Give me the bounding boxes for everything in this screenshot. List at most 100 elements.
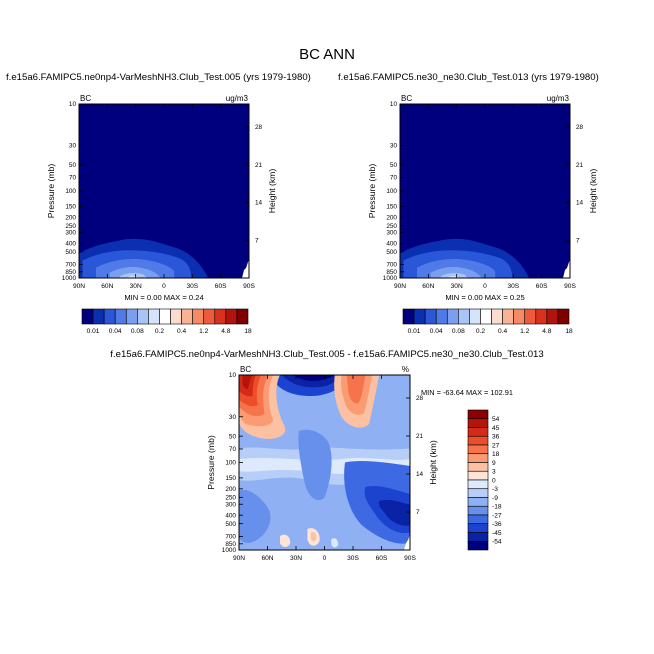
y-tick-label: 250 bbox=[386, 223, 397, 230]
y-tick-label: 850 bbox=[225, 541, 236, 548]
colorbar-label: 45 bbox=[492, 425, 500, 432]
x-tick-label: 60N bbox=[422, 283, 434, 290]
colorbar-label: 1.2 bbox=[520, 328, 529, 335]
panel-0-colorbar: 0.01 0.04 0.08 0.2 0.4 1.2 4.8 18 MIN = 0.00 MAX… bbox=[81, 293, 252, 335]
colorbar-cell bbox=[467, 444, 489, 455]
y-tick-label: 70 bbox=[390, 175, 398, 182]
colorbar-cell bbox=[467, 514, 489, 525]
colorbar-cell bbox=[467, 505, 489, 516]
y-tick-label: 30 bbox=[229, 414, 237, 421]
contour-band-15 bbox=[242, 375, 253, 389]
panel-1-axes: 90N 60N 30N 0 30S 60S 90S 10 30 50 70 100 150 200 2503… bbox=[367, 94, 598, 290]
colorbar-label: 18 bbox=[244, 328, 252, 335]
colorbar-label: 0.01 bbox=[87, 328, 100, 335]
y2-tick-label: 28 bbox=[576, 124, 584, 131]
colorbar-cell bbox=[81, 308, 94, 325]
panel-b-title: f.e15a6.FAMIPC5.ne30_ne30.Club_Test.013 … bbox=[338, 72, 599, 83]
y-tick-label: 850 bbox=[65, 269, 76, 276]
y-tick-label: 1000 bbox=[62, 275, 77, 282]
panel-2-axes: 90N 60N 30N 0 30S 60S 90S 10 30 50 70 100 150 200 2503… bbox=[206, 365, 438, 562]
colorbar-label: 0.2 bbox=[476, 328, 485, 335]
colorbar-label: 9 bbox=[492, 460, 496, 467]
colorbar-cell bbox=[546, 308, 559, 325]
colorbar-cell bbox=[458, 308, 470, 325]
y2-tick-label: 21 bbox=[416, 433, 424, 440]
y-tick-label: 30 bbox=[390, 143, 398, 150]
x-tick-label: 90S bbox=[564, 283, 576, 290]
y-tick-label: 100 bbox=[386, 188, 397, 195]
colorbar-cell bbox=[467, 427, 489, 437]
x-tick-label: 60N bbox=[101, 283, 113, 290]
y-tick-label: 700 bbox=[65, 262, 76, 269]
x-tick-label: 0 bbox=[483, 283, 487, 290]
colorbar-cell bbox=[170, 308, 182, 325]
y-tick-label: 70 bbox=[229, 446, 237, 453]
y-tick-label: 1000 bbox=[383, 275, 398, 282]
x-tick-label: 30S bbox=[186, 283, 198, 290]
y2-tick-label: 14 bbox=[416, 471, 424, 478]
stats-text: MIN = -63.64 MAX = 102.91 bbox=[421, 388, 513, 397]
y-tick-label: 400 bbox=[65, 241, 76, 248]
colorbar-cell bbox=[467, 409, 489, 420]
colorbar-cell bbox=[225, 308, 238, 325]
x-tick-label: 30N bbox=[451, 283, 463, 290]
contour-band-22 bbox=[331, 538, 339, 548]
colorbar-cell bbox=[467, 453, 489, 463]
y-axis-label: Pressure (mb) bbox=[367, 164, 377, 219]
panel-units-label: ug/m3 bbox=[226, 94, 249, 103]
y-tick-label: 250 bbox=[225, 495, 236, 502]
y2-axis-label: Height (km) bbox=[267, 169, 277, 214]
x-tick-label: 90S bbox=[243, 283, 255, 290]
x-tick-label: 90N bbox=[394, 283, 406, 290]
x-tick-label: 90N bbox=[233, 555, 245, 562]
colorbar-label: 0.01 bbox=[408, 328, 421, 335]
colorbar-cell bbox=[114, 308, 127, 325]
contour-band-19 bbox=[280, 534, 291, 547]
x-tick-label: 60S bbox=[376, 555, 388, 562]
colorbar-label: 54 bbox=[492, 416, 500, 423]
panel-1-colorbar: 0.01 0.04 0.08 0.2 0.4 1.2 4.8 18 MIN = 0.00 MAX… bbox=[402, 293, 573, 335]
y-tick-label: 400 bbox=[386, 241, 397, 248]
colorbar-cell bbox=[513, 308, 526, 325]
x-tick-label: 90N bbox=[73, 283, 85, 290]
panel-left-label: BC bbox=[80, 94, 91, 103]
x-tick-label: 0 bbox=[162, 283, 166, 290]
y2-axis-label: Height (km) bbox=[588, 169, 598, 214]
colorbar-label: 0.04 bbox=[430, 328, 443, 335]
colorbar-cell bbox=[467, 479, 489, 490]
x-tick-label: 60S bbox=[536, 283, 548, 290]
y-tick-label: 500 bbox=[65, 249, 76, 256]
y-tick-label: 150 bbox=[65, 204, 76, 211]
contour-band-21 bbox=[310, 532, 317, 542]
colorbar-label: -18 bbox=[492, 504, 502, 511]
y-tick-label: 300 bbox=[386, 230, 397, 237]
y-tick-label: 100 bbox=[225, 460, 236, 467]
panel-units-label: ug/m3 bbox=[547, 94, 570, 103]
colorbar-cell bbox=[181, 308, 193, 325]
y-tick-label: 300 bbox=[65, 230, 76, 237]
colorbar-cell bbox=[467, 523, 489, 533]
y2-tick-label: 28 bbox=[416, 395, 424, 402]
colorbar-cell bbox=[402, 308, 415, 325]
colorbar-label: 1.2 bbox=[199, 328, 208, 335]
colorbar-label: 18 bbox=[492, 451, 500, 458]
colorbar-label: 0.2 bbox=[155, 328, 164, 335]
colorbar-cell bbox=[159, 308, 171, 325]
contour-band-4 bbox=[119, 273, 147, 278]
colorbar-cell bbox=[480, 308, 492, 325]
colorbar-cell bbox=[467, 435, 489, 446]
colorbar-label: -45 bbox=[492, 530, 502, 537]
y-tick-label: 100 bbox=[65, 188, 76, 195]
colorbar-label: 0.4 bbox=[177, 328, 186, 335]
y-tick-label: 500 bbox=[386, 249, 397, 256]
colorbar-label: 0.4 bbox=[498, 328, 507, 335]
contour-band-8 bbox=[378, 499, 410, 526]
y-tick-label: 50 bbox=[69, 162, 77, 169]
colorbar-cell bbox=[435, 308, 448, 325]
colorbar-cell bbox=[467, 418, 489, 428]
x-tick-label: 90S bbox=[404, 555, 416, 562]
y2-tick-label: 21 bbox=[576, 162, 584, 169]
y2-tick-label: 14 bbox=[255, 200, 263, 207]
y-tick-label: 150 bbox=[225, 475, 236, 482]
